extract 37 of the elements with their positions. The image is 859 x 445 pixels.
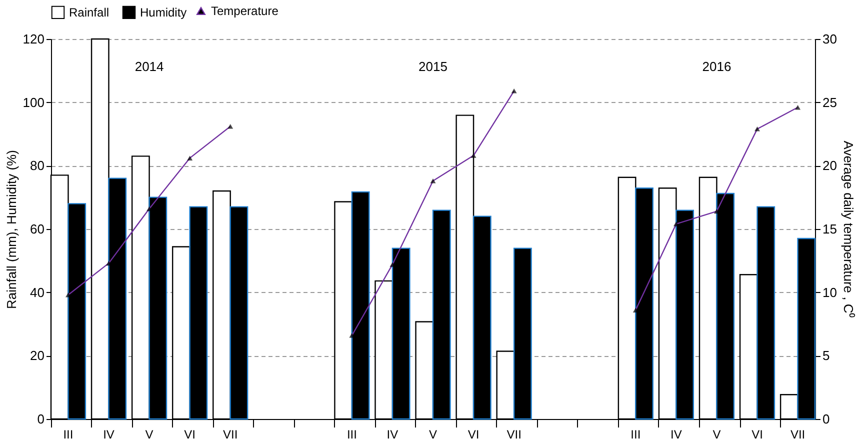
y-tick-label: 120 xyxy=(22,32,44,46)
y2-tick-label: 0 xyxy=(822,412,830,426)
y2-tick-label: 20 xyxy=(822,158,837,174)
x-tick-label: VI xyxy=(468,428,480,442)
y-tick-label: 60 xyxy=(30,222,44,236)
x-tick-label: V xyxy=(145,428,154,442)
annotation: 2015 xyxy=(418,59,448,74)
x-tick-label: VII xyxy=(506,428,522,442)
legend-label: Temperature xyxy=(211,4,279,18)
x-tick-label: IV xyxy=(103,428,114,442)
y2-tick-label: 5 xyxy=(822,348,830,364)
y-tick-label: 40 xyxy=(30,284,44,300)
y2-tick-label: 10 xyxy=(822,284,837,300)
x-tick-label: III xyxy=(346,428,357,442)
x-tick-label: VII xyxy=(790,428,806,442)
annotation: 2016 xyxy=(702,59,732,74)
y-axis-title: Rainfall (mm), Humidity (%) xyxy=(4,150,19,309)
y2-tick-label: 25 xyxy=(822,94,837,110)
y2-tick-label: 30 xyxy=(822,32,837,46)
x-tick-label: VI xyxy=(752,428,763,442)
x-tick-label: VI xyxy=(184,428,196,442)
y-tick-label: 80 xyxy=(30,158,44,174)
y-tick-label: 100 xyxy=(22,94,44,110)
x-tick-label: V xyxy=(428,428,438,442)
y-tick-label: 20 xyxy=(30,348,44,364)
x-tick-label: IV xyxy=(386,428,398,442)
annotation: 2014 xyxy=(134,59,164,74)
x-tick-label: IV xyxy=(670,428,682,442)
y2-tick-label: 15 xyxy=(822,222,837,236)
x-tick-label: V xyxy=(712,428,721,442)
x-tick-label: VII xyxy=(223,428,238,442)
legend-label: Rainfall xyxy=(69,5,110,20)
y-tick-label: 0 xyxy=(37,412,44,426)
legend-label: Humidity xyxy=(140,5,187,20)
x-tick-label: III xyxy=(63,428,74,442)
y2-axis-title: Average daily temperature , C⁰ xyxy=(840,140,856,318)
x-tick-label: III xyxy=(630,428,641,442)
